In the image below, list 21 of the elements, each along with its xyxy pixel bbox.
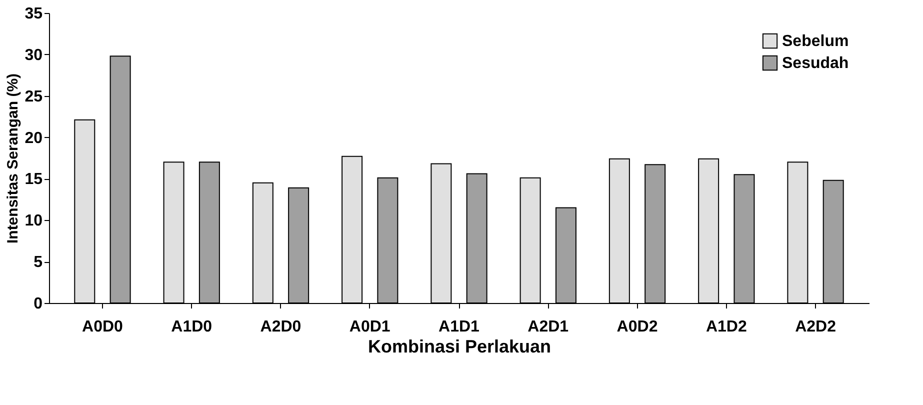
x-axis-title: Kombinasi Perlakuan (368, 336, 552, 356)
x-tick-label: A0D2 (616, 318, 658, 336)
x-tick-label: A2D0 (260, 318, 302, 336)
x-tick-label: A0D0 (82, 318, 124, 336)
x-tick-label: A2D2 (795, 318, 836, 336)
y-tick-label: 20 (24, 130, 43, 147)
y-tick-label: 25 (24, 88, 43, 106)
y-tick-label: 10 (24, 212, 43, 230)
x-tick-label: A2D1 (528, 318, 569, 336)
y-tick-label: 15 (24, 171, 43, 188)
x-tick-label: A1D0 (171, 318, 212, 336)
y-tick-label: 0 (34, 296, 43, 312)
y-tick-label: 35 (24, 6, 43, 22)
x-tick-label: A0D1 (349, 318, 390, 336)
y-axis-title: Intensitas Serangan (%) (4, 73, 22, 244)
x-tick-label: A1D2 (706, 318, 747, 336)
y-tick-label: 30 (24, 46, 43, 64)
x-tick-label: A1D1 (438, 318, 480, 336)
legend-label: Sebelum (782, 33, 849, 50)
y-tick-label: 5 (34, 254, 43, 272)
legend-label: Sesudah (782, 55, 849, 72)
